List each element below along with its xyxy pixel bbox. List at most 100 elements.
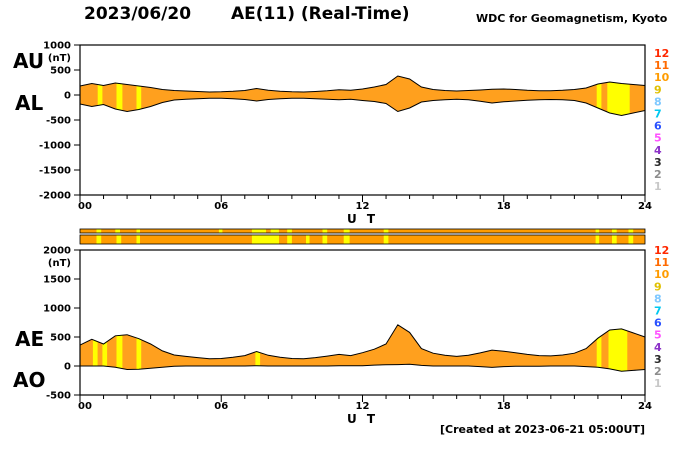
x-axis-label: U T — [347, 412, 378, 426]
coverage-segment — [218, 229, 223, 233]
coverage-segment — [287, 235, 292, 244]
y-axis-unit: (nT) — [48, 53, 71, 64]
y-tick-label: 1000 — [43, 304, 71, 315]
y-tick-label: 2000 — [43, 246, 71, 257]
plot-title: AE(11) (Real-Time) — [231, 4, 410, 24]
y-axis-unit: (nT) — [48, 258, 71, 269]
coverage-segment — [287, 229, 292, 233]
lower-outline — [79, 97, 646, 117]
legend-level-2: 2 — [654, 365, 662, 378]
x-tick-label: 18 — [497, 201, 511, 212]
legend-level-7: 7 — [654, 108, 662, 121]
coverage-segment — [136, 235, 140, 244]
plot-frame — [79, 44, 646, 196]
legend-level-12: 12 — [654, 47, 669, 60]
label-ao: AO — [13, 368, 46, 392]
y-tick-label: -500 — [46, 116, 71, 127]
coverage-segment — [612, 235, 617, 244]
coverage-stripe — [596, 324, 602, 372]
legend-level-6: 6 — [654, 317, 662, 330]
y-tick-label: -1000 — [39, 141, 71, 152]
coverage-stripe — [136, 324, 142, 372]
label-al: AL — [15, 91, 44, 115]
legend-level-10: 10 — [654, 268, 670, 281]
coverage-segment — [306, 235, 310, 244]
coverage-stripe — [116, 324, 123, 372]
coverage-segment — [383, 229, 389, 233]
coverage-stripe — [255, 324, 261, 372]
coverage-segment — [270, 229, 279, 233]
coverage-segment — [116, 235, 122, 244]
created-timestamp: [Created at 2023-06-21 05:00UT] — [439, 423, 645, 436]
x-tick-label: 06 — [214, 201, 228, 212]
coverage-segment — [96, 229, 102, 233]
x-tick-label: 24 — [638, 401, 652, 412]
coverage-segment — [595, 229, 600, 233]
legend-level-5: 5 — [654, 329, 662, 342]
y-tick-label: 1500 — [43, 275, 71, 286]
area-fill — [80, 324, 645, 372]
y-tick-label: 500 — [50, 66, 71, 77]
coverage-segment — [322, 229, 328, 233]
legend-level-12: 12 — [654, 244, 669, 257]
label-au: AU — [13, 49, 45, 73]
coverage-stripe — [102, 324, 108, 372]
x-tick-label: 00 — [78, 201, 92, 212]
x-tick-label: 24 — [638, 201, 652, 212]
legend-level-3: 3 — [654, 353, 662, 366]
label-ae: AE — [15, 327, 45, 351]
y-tick-label: 0 — [64, 91, 71, 102]
coverage-segment — [322, 235, 328, 244]
x-tick-label: 06 — [214, 401, 228, 412]
legend-level-8: 8 — [654, 95, 662, 108]
area-fill — [80, 76, 645, 116]
legend-level-5: 5 — [654, 132, 662, 145]
legend-level-4: 4 — [654, 144, 662, 157]
y-tick-label: -1500 — [39, 166, 71, 177]
coverage-stripe — [608, 324, 628, 372]
legend-level-3: 3 — [654, 156, 662, 169]
legend-level-8: 8 — [654, 292, 662, 305]
coverage-row-border — [79, 228, 646, 234]
top-panel: 00 06 12 18 2410005000-500-1000-1500-2000(nT… — [39, 41, 670, 227]
coverage-stripe — [97, 76, 103, 116]
coverage-segment — [115, 229, 120, 233]
y-tick-label: 0 — [64, 362, 71, 373]
lower-outline — [80, 363, 646, 372]
legend-level-1: 1 — [654, 180, 662, 193]
coverage-segment — [343, 229, 350, 233]
y-tick-label: 500 — [50, 333, 71, 344]
x-tick-label: 12 — [356, 201, 370, 212]
coverage-row-border — [79, 234, 646, 245]
x-tick-label: 12 — [356, 401, 370, 412]
coverage-stripe — [607, 76, 630, 116]
x-axis-label: U T — [347, 212, 378, 226]
coverage-stripe — [92, 324, 98, 372]
x-tick-label: 00 — [78, 401, 92, 412]
coverage-segment — [251, 235, 279, 244]
y-tick-label: 1000 — [43, 41, 71, 52]
legend-level-10: 10 — [654, 71, 670, 84]
station-coverage-bar — [79, 228, 646, 245]
upper-outline — [79, 324, 646, 360]
legend-level-6: 6 — [654, 120, 662, 133]
legend-level-4: 4 — [654, 341, 662, 354]
legend-level-2: 2 — [654, 168, 662, 181]
plot-date: 2023/06/20 — [84, 4, 192, 24]
x-tick-label: 18 — [497, 401, 511, 412]
coverage-stripe — [116, 76, 123, 116]
data-source: WDC for Geomagnetism, Kyoto — [476, 12, 668, 25]
legend-level-9: 9 — [654, 280, 662, 293]
coverage-stripe — [136, 76, 142, 116]
y-tick-label: -2000 — [39, 191, 71, 202]
coverage-segment — [343, 235, 350, 244]
coverage-segment — [251, 229, 266, 233]
coverage-segment — [628, 229, 634, 233]
legend-level-7: 7 — [654, 305, 662, 318]
plot-frame — [79, 249, 646, 396]
legend-level-1: 1 — [654, 377, 662, 390]
coverage-segment — [595, 235, 600, 244]
